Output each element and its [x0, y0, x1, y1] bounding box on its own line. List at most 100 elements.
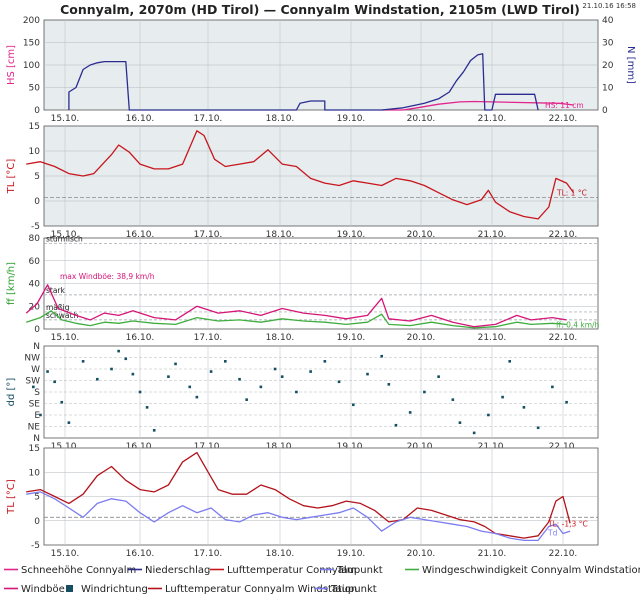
x-tick-label: 22.10.: [549, 333, 578, 343]
y-tick-label: 0: [34, 325, 40, 335]
y-tick-label: 50: [29, 84, 41, 94]
x-tick-label: 19.10.: [337, 114, 366, 124]
y-tick-label: 0: [34, 197, 40, 207]
data-point: [67, 421, 71, 424]
y-tick-label: SW: [25, 377, 40, 387]
y-tick-label: 5: [34, 493, 40, 503]
data-point: [145, 406, 149, 409]
legend-item: Niederschlag: [128, 565, 210, 576]
data-point: [323, 360, 327, 363]
series-line: [25, 284, 567, 328]
data-point: [337, 380, 341, 384]
legend-label: Windrichtung: [81, 584, 148, 595]
legend: Schneehöhe Connyalm Niederschlag Lufttempe…: [4, 565, 640, 595]
data-point: [295, 390, 298, 394]
panel-1: 15.10. 16.10. 17.10. 18.10. 19.10. 20.10. 21.1…: [6, 16, 636, 124]
data-point: [273, 367, 277, 371]
series-line: [68, 53, 539, 111]
data-point: [437, 375, 440, 378]
data-point: [472, 431, 476, 435]
x-tick-label: 20.10.: [407, 442, 436, 452]
y-tick-label: 200: [23, 16, 40, 26]
data-point: [53, 380, 56, 384]
data-point: [117, 349, 120, 353]
timestamp: 21.10.16 16:58: [582, 2, 636, 10]
x-tick-label: 19.10.: [337, 333, 366, 343]
x-tick-label: 16.10.: [126, 114, 155, 124]
legend-item: Lufttemperatur Connyalm: [210, 565, 356, 576]
data-point: [280, 375, 284, 378]
y-tick-label: N: [33, 342, 40, 352]
y-tick-label: NW: [24, 354, 40, 364]
data-point: [60, 400, 64, 404]
data-point: [81, 360, 85, 363]
x-tick-label: 19.10.: [337, 442, 366, 452]
legend-item: Windrichtung: [66, 584, 148, 595]
y-tick-label: 40: [29, 280, 41, 290]
y-axis-label: TL [°C]: [6, 159, 17, 195]
x-tick-label: 20.10.: [407, 549, 436, 559]
annotation: HS: 11 cm: [545, 101, 584, 110]
data-point: [487, 413, 490, 417]
y-tick-label: 15: [29, 122, 40, 132]
x-tick-label: 19.10.: [337, 230, 366, 240]
data-point: [508, 360, 512, 363]
data-point: [351, 403, 355, 407]
x-tick-label: 22.10.: [549, 549, 578, 559]
reference-label: stark: [46, 286, 66, 295]
panel-2: 15.10. 16.10. 17.10. 18.10. 19.10. 20.10. 21.1…: [6, 122, 599, 240]
legend-label: Schneehöhe Connyalm: [21, 565, 136, 576]
data-point: [124, 357, 128, 361]
y-tick-label: -5: [31, 541, 40, 551]
series-line: [381, 100, 574, 111]
y-tick-label: W: [31, 365, 40, 375]
y-tick-label: 100: [23, 61, 40, 71]
legend-label: Windböe: [21, 584, 65, 595]
x-tick-label: 21.10.: [478, 333, 507, 343]
y2-tick-label: 40: [602, 16, 614, 26]
legend-item: Windgeschwindigkeit Connyalm Windstation: [405, 565, 640, 576]
y-tick-label: 150: [23, 39, 40, 49]
data-point: [32, 385, 35, 389]
legend-item: Taupunkt: [314, 584, 377, 595]
data-point: [46, 370, 49, 373]
reference-label: schwach: [46, 311, 79, 320]
data-point: [387, 383, 391, 386]
x-tick-label: 16.10.: [126, 549, 155, 559]
data-point: [394, 423, 398, 427]
y-tick-label: 15: [29, 444, 40, 454]
legend-label: Taupunkt: [330, 584, 377, 595]
x-tick-label: 17.10.: [194, 114, 223, 124]
data-point: [174, 362, 177, 366]
y2-tick-label: 30: [602, 39, 614, 49]
series-line: [26, 130, 575, 220]
reference-label: stürmisch: [46, 235, 83, 244]
x-tick-label: 15.10.: [51, 114, 80, 124]
x-tick-label: 21.10.: [478, 114, 507, 124]
data-point: [451, 398, 455, 401]
data-point: [380, 354, 384, 358]
x-tick-label: 16.10.: [126, 333, 155, 343]
x-tick-label: 17.10.: [194, 442, 223, 452]
x-tick-label: 17.10.: [194, 549, 223, 559]
annotation: Td: [547, 529, 558, 538]
x-tick-label: 18.10.: [266, 230, 295, 240]
y-axis-label: ff [km/h]: [6, 262, 17, 305]
x-tick-label: 15.10.: [51, 230, 80, 240]
panel-4: 15.10. 16.10. 17.10. 18.10. 19.10. 20.10. 21.1…: [6, 342, 599, 452]
data-point: [39, 413, 42, 417]
x-tick-label: 16.10.: [126, 230, 155, 240]
y2-tick-label: 20: [602, 61, 614, 71]
data-point: [138, 390, 142, 394]
y-tick-label: 80: [29, 234, 41, 244]
y-tick-label: 10: [29, 147, 41, 157]
data-point: [408, 411, 412, 414]
x-tick-label: 15.10.: [51, 333, 80, 343]
data-point: [224, 360, 227, 363]
annotation: ff: 0,4 km/h: [556, 320, 600, 329]
x-tick-label: 20.10.: [407, 230, 436, 240]
x-tick-label: 18.10.: [266, 114, 295, 124]
y-tick-label: SE: [29, 400, 41, 410]
y-tick-label: 20: [29, 302, 41, 312]
data-point: [366, 372, 369, 376]
